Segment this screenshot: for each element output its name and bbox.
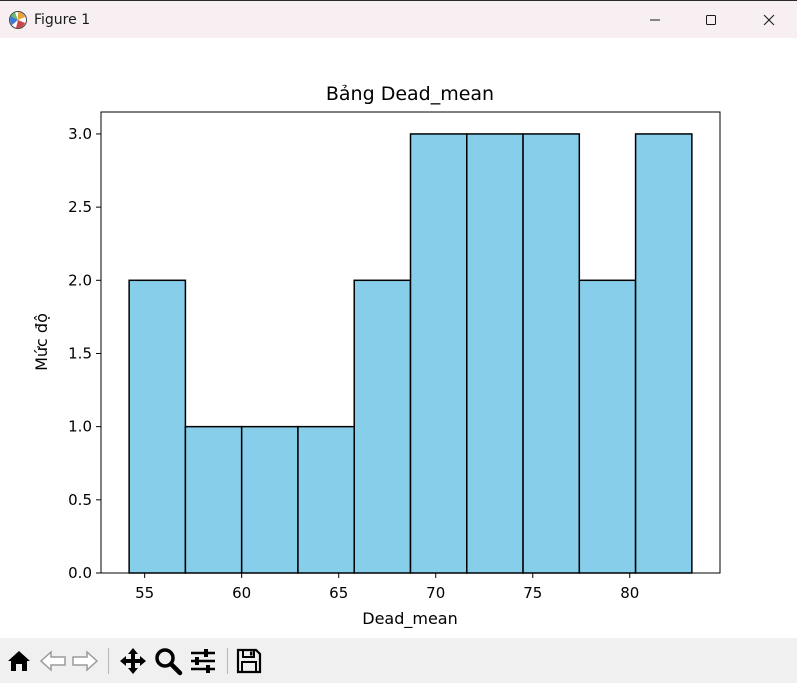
configure-subplots-button[interactable] xyxy=(188,646,218,676)
chart-title: Bảng Dead_mean xyxy=(326,83,494,105)
x-tick-label: 75 xyxy=(523,584,542,602)
navigation-toolbar xyxy=(0,638,797,683)
save-button[interactable] xyxy=(234,646,264,676)
histogram-bar xyxy=(353,279,412,574)
histogram-bar xyxy=(297,425,355,574)
minimize-icon xyxy=(650,19,660,21)
window-titlebar: Figure 1 xyxy=(0,0,797,38)
zoom-button[interactable] xyxy=(153,646,183,676)
y-tick-label: 2.0 xyxy=(68,271,92,289)
toolbar-separator xyxy=(108,648,109,674)
window-title: Figure 1 xyxy=(34,12,91,28)
configure-subplots-icon xyxy=(191,649,215,673)
y-tick-label: 0.5 xyxy=(68,491,92,509)
minimize-button[interactable] xyxy=(627,1,683,39)
histogram-chart: Bảng Dead_mean 55 60 65 70 75 80 0.0 0.5 1.0 1.5… xyxy=(32,83,721,629)
y-tick-label: 1.5 xyxy=(68,344,92,362)
back-button[interactable] xyxy=(38,646,68,676)
histogram-bar xyxy=(578,279,637,574)
bars-layer xyxy=(128,133,693,574)
x-tick-label: 65 xyxy=(329,584,348,602)
maximize-button[interactable] xyxy=(683,1,739,39)
x-tick-label: 55 xyxy=(135,584,154,602)
y-tick-label: 1.0 xyxy=(68,418,92,436)
histogram-bar xyxy=(184,425,243,574)
matplotlib-app-icon xyxy=(9,11,27,29)
save-icon xyxy=(236,648,262,674)
y-axis-ticks: 0.0 0.5 1.0 1.5 2.0 2.5 3.0 xyxy=(68,125,101,582)
histogram-bar xyxy=(634,133,693,574)
zoom-icon xyxy=(155,648,183,676)
back-icon xyxy=(39,650,66,672)
forward-button[interactable] xyxy=(70,646,100,676)
histogram-bar xyxy=(522,133,581,574)
histogram-bar xyxy=(466,133,524,574)
x-axis-ticks: 55 60 65 70 75 80 xyxy=(135,573,639,602)
toolbar-separator xyxy=(227,648,228,674)
forward-icon xyxy=(72,650,99,672)
y-tick-label: 3.0 xyxy=(68,125,92,143)
histogram-bar xyxy=(240,425,299,574)
home-icon xyxy=(8,651,30,671)
home-button[interactable] xyxy=(4,646,34,676)
pan-icon xyxy=(120,648,146,674)
x-tick-label: 80 xyxy=(620,584,639,602)
histogram-bar xyxy=(409,133,468,574)
histogram-bar xyxy=(128,279,187,574)
close-icon xyxy=(763,14,775,26)
maximize-icon xyxy=(706,15,716,25)
y-axis-label: Mức độ xyxy=(32,313,51,371)
y-tick-label: 2.5 xyxy=(68,198,92,216)
figure-canvas: Bảng Dead_mean 55 60 65 70 75 80 0.0 0.5 1.0 1.5… xyxy=(0,38,797,638)
x-tick-label: 60 xyxy=(232,584,251,602)
close-button[interactable] xyxy=(741,1,797,39)
y-tick-label: 0.0 xyxy=(68,564,92,582)
x-axis-label: Dead_mean xyxy=(362,609,458,629)
plot-frame xyxy=(100,111,721,574)
x-tick-label: 70 xyxy=(426,584,445,602)
pan-button[interactable] xyxy=(118,646,148,676)
